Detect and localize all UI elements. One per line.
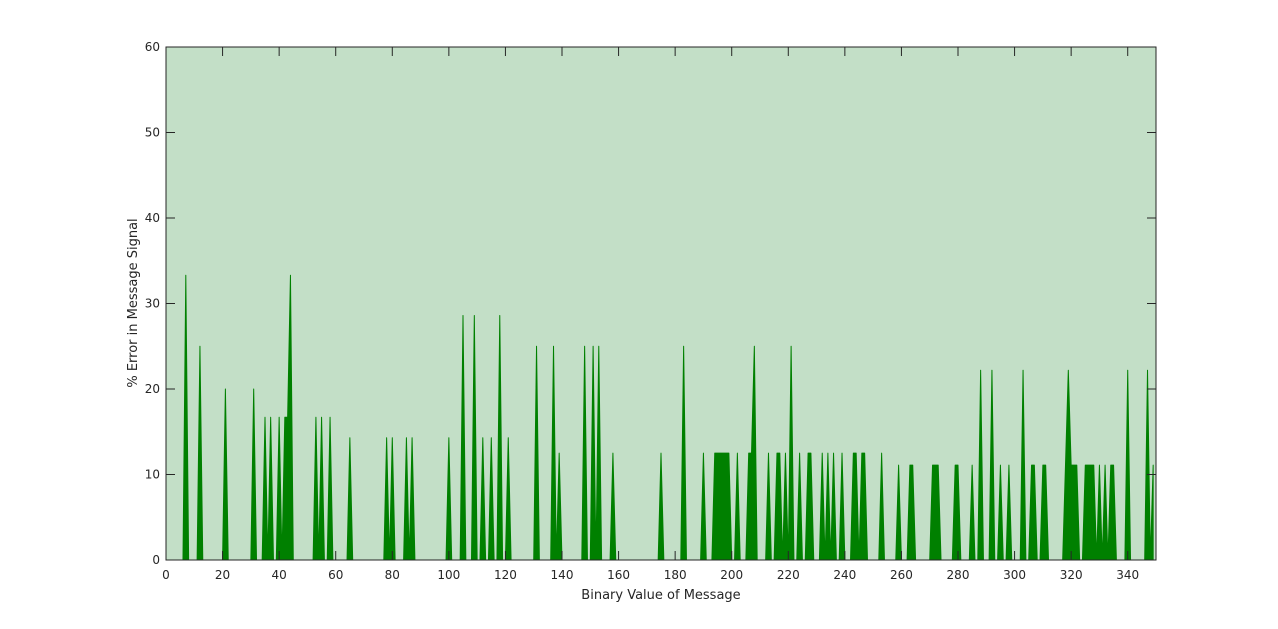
x-tick-label: 60 bbox=[328, 568, 343, 582]
y-tick-label: 10 bbox=[145, 468, 160, 482]
x-tick-label: 80 bbox=[385, 568, 400, 582]
x-axis-label: Binary Value of Message bbox=[581, 588, 740, 603]
x-tick-label: 300 bbox=[1003, 568, 1026, 582]
x-tick-label: 120 bbox=[494, 568, 517, 582]
x-tick-label: 100 bbox=[437, 568, 460, 582]
y-tick-label: 60 bbox=[145, 40, 160, 54]
x-tick-label: 260 bbox=[890, 568, 913, 582]
x-tick-label: 240 bbox=[833, 568, 856, 582]
x-tick-label: 220 bbox=[777, 568, 800, 582]
x-tick-label: 180 bbox=[664, 568, 687, 582]
y-tick-label: 30 bbox=[145, 297, 160, 311]
x-tick-label: 200 bbox=[720, 568, 743, 582]
x-tick-label: 0 bbox=[162, 568, 170, 582]
x-tick-label: 280 bbox=[947, 568, 970, 582]
x-tick-label: 340 bbox=[1116, 568, 1139, 582]
y-tick-label: 40 bbox=[145, 211, 160, 225]
y-tick-label: 20 bbox=[145, 382, 160, 396]
x-tick-label: 140 bbox=[551, 568, 574, 582]
x-tick-label: 320 bbox=[1060, 568, 1083, 582]
y-tick-label: 0 bbox=[152, 553, 160, 567]
y-axis-label: % Error in Message Signal bbox=[126, 218, 141, 387]
x-tick-label: 160 bbox=[607, 568, 630, 582]
area bbox=[165, 274, 1154, 561]
x-tick-label: 40 bbox=[272, 568, 287, 582]
x-tick-label: 20 bbox=[215, 568, 230, 582]
y-tick-label: 50 bbox=[145, 126, 160, 140]
